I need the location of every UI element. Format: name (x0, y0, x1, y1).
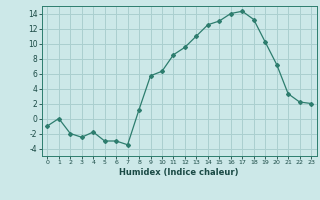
X-axis label: Humidex (Indice chaleur): Humidex (Indice chaleur) (119, 168, 239, 177)
